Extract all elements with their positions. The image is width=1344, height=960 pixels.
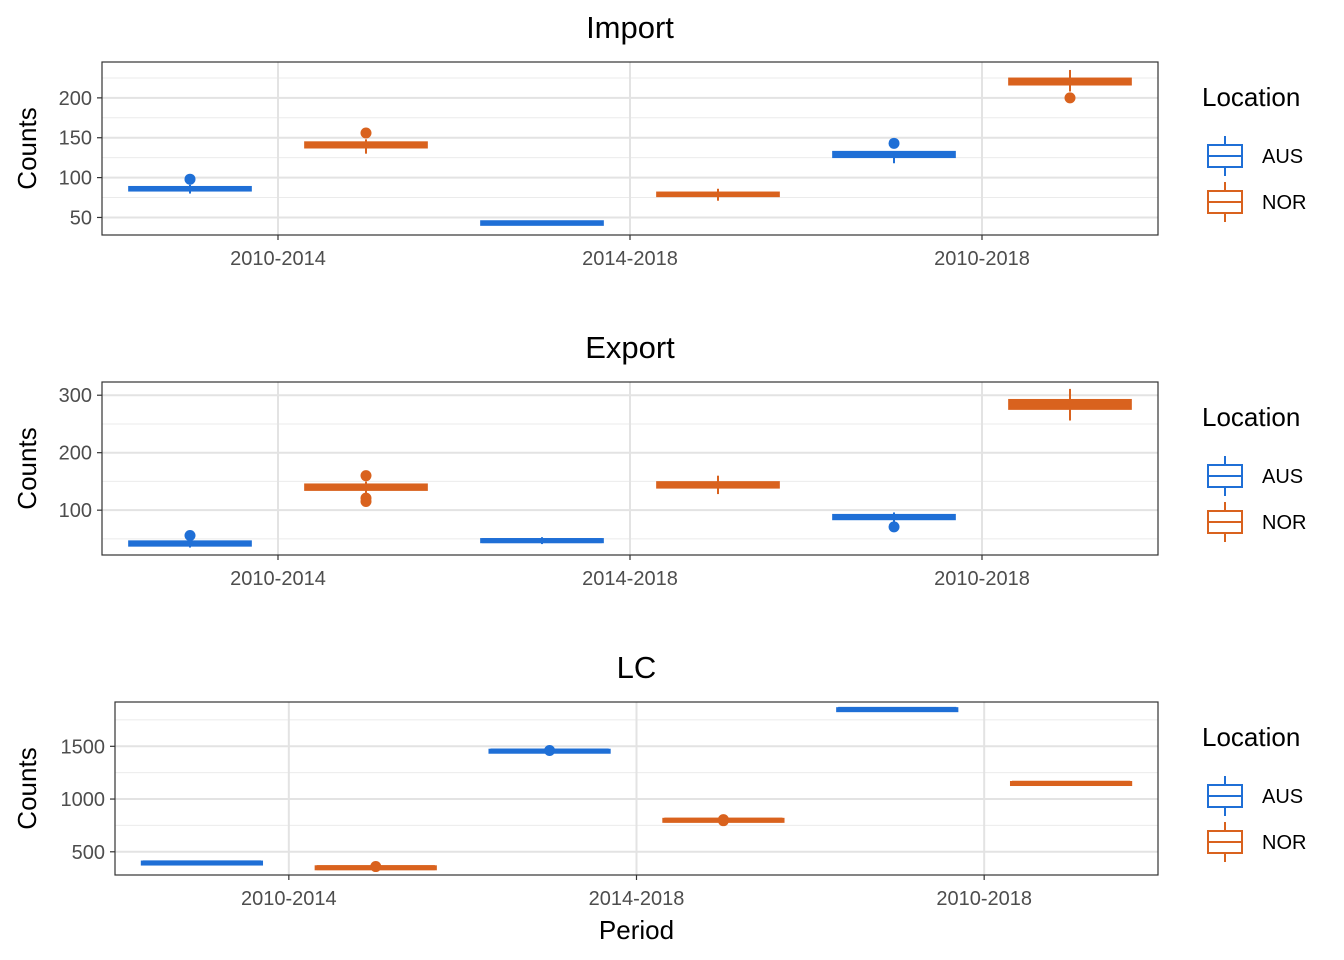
y-tick-label: 1000 [61, 789, 106, 811]
legend: Location AUS NOR [1202, 722, 1306, 862]
x-tick-label: 2010-2018 [934, 248, 1030, 270]
panel-title: LC [617, 650, 657, 685]
outlier-point [888, 137, 900, 149]
box-nor-2014-2018 [656, 475, 780, 495]
outlier-point [360, 470, 372, 482]
y-axis-label: Counts [12, 107, 42, 189]
x-axis-label: Period [599, 915, 674, 945]
y-tick-label: 100 [59, 168, 92, 190]
legend-title: Location [1202, 722, 1300, 752]
box-aus-2014-2018 [488, 745, 611, 757]
box-aus-2010-2018 [832, 512, 956, 533]
outlier-point [1064, 92, 1076, 104]
outlier-point [888, 521, 900, 533]
legend-label: AUS [1262, 466, 1303, 488]
outlier-point [544, 745, 556, 757]
legend-key-nor [1207, 182, 1243, 222]
box-nor-2014-2018 [662, 814, 785, 827]
panel-export: 100 200 300 2010-2014 2014-2018 2010-2018 Expo… [12, 330, 1306, 590]
x-tick-label: 2010-2014 [241, 888, 337, 910]
legend-label: AUS [1262, 786, 1303, 808]
y-tick-label: 150 [59, 128, 92, 150]
legend: Location AUS NOR [1202, 82, 1306, 222]
box-nor-2010-2018 [1008, 388, 1132, 421]
legend-label: NOR [1262, 512, 1306, 534]
outlier-point [370, 861, 382, 873]
y-axis-label: Counts [12, 747, 42, 829]
y-tick-label: 1500 [61, 736, 106, 758]
box-nor-2010-2014 [304, 470, 428, 508]
legend-key-aus [1207, 136, 1243, 176]
box-nor-2010-2018 [1008, 69, 1132, 104]
y-tick-label: 100 [59, 500, 92, 522]
box-nor-2010-2014 [314, 861, 437, 873]
y-tick-label: 500 [72, 842, 105, 864]
legend-key-nor [1207, 502, 1243, 542]
x-tick-label: 2014-2018 [582, 568, 678, 590]
box-nor-2014-2018 [656, 188, 780, 201]
y-tick-label: 300 [59, 385, 92, 407]
y-axis-label: Counts [12, 427, 42, 509]
box-aus-2010-2014 [140, 860, 264, 866]
x-tick-label: 2010-2014 [230, 568, 326, 590]
box-aus-2014-2018 [480, 537, 604, 545]
legend-key-nor [1207, 822, 1243, 862]
y-tick-label: 200 [59, 443, 92, 465]
box-nor-2010-2018 [1009, 780, 1133, 787]
outlier-point [360, 127, 372, 139]
legend-label: NOR [1262, 192, 1306, 214]
legend-title: Location [1202, 82, 1300, 112]
panel-title: Export [585, 330, 675, 365]
x-tick-label: 2010-2014 [230, 248, 326, 270]
legend-label: NOR [1262, 832, 1306, 854]
panel-lc: 500 1000 1500 2010-2014 2014-2018 2010-2018 LC… [12, 650, 1306, 945]
x-tick-label: 2014-2018 [589, 888, 685, 910]
x-tick-label: 2010-2018 [936, 888, 1032, 910]
outlier-point [360, 496, 372, 508]
panel-title: Import [586, 10, 674, 45]
legend-key-aus [1207, 776, 1243, 816]
box-aus-2010-2014 [128, 529, 252, 548]
y-tick-label: 50 [70, 207, 92, 229]
outlier-point [184, 529, 196, 541]
legend: Location AUS NOR [1202, 402, 1306, 542]
box-nor-2010-2014 [304, 127, 428, 154]
outlier-point [717, 815, 729, 827]
box-aus-2010-2018 [836, 706, 959, 713]
box-aus-2014-2018 [480, 220, 604, 226]
panel-import: 50 100 150 200 2010-2014 2014-2018 2010-2018 Im… [12, 10, 1306, 270]
legend-key-aus [1207, 456, 1243, 496]
legend-label: AUS [1262, 146, 1303, 168]
x-tick-label: 2010-2018 [934, 568, 1030, 590]
x-tick-label: 2014-2018 [582, 248, 678, 270]
outlier-point [184, 173, 196, 185]
legend-title: Location [1202, 402, 1300, 432]
box-aus-2010-2014 [128, 173, 252, 194]
y-tick-label: 200 [59, 88, 92, 110]
box-aus-2010-2018 [832, 137, 956, 164]
